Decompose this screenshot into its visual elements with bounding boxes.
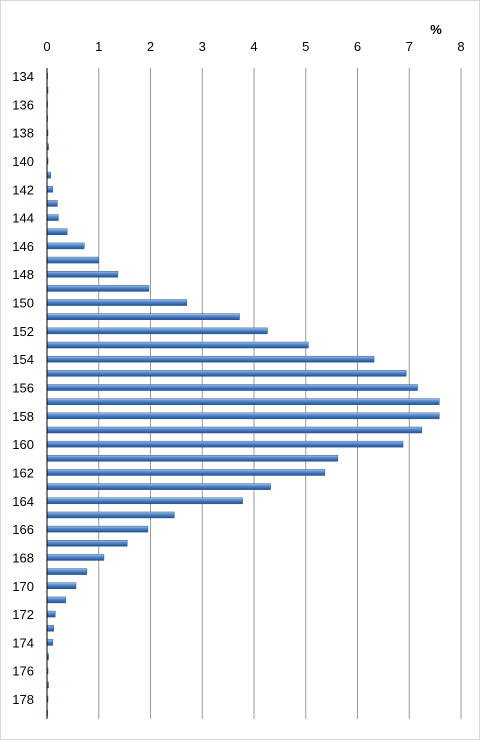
bar (46, 440, 404, 448)
y-tick-label: 156 (12, 381, 34, 396)
bar (46, 582, 77, 590)
y-tick-label: 160 (12, 437, 34, 452)
y-tick-label: 154 (12, 352, 34, 367)
bar (46, 171, 51, 179)
unit-label: % (430, 22, 442, 37)
y-tick-label: 172 (12, 607, 34, 622)
bar (46, 370, 407, 377)
bar (46, 398, 440, 405)
x-tick-label: 8 (457, 39, 464, 54)
bar (46, 455, 339, 462)
x-tick-label: 7 (406, 39, 413, 54)
bar (46, 327, 268, 335)
y-tick-label: 138 (12, 126, 34, 141)
bars (46, 72, 440, 717)
bar (46, 483, 271, 490)
y-tick-label: 150 (12, 296, 34, 311)
bar (46, 186, 53, 193)
bar (46, 525, 149, 533)
bar (46, 256, 99, 264)
y-tick-label: 152 (12, 324, 34, 339)
bar (46, 285, 150, 292)
bar (46, 355, 375, 363)
x-tick-label: 3 (199, 39, 206, 54)
bar (46, 228, 68, 236)
y-tick-label: 140 (12, 154, 34, 169)
y-tick-label: 158 (12, 409, 34, 424)
y-tick-label: 176 (12, 664, 34, 679)
y-tick-label: 162 (12, 465, 34, 480)
y-tick-label: 148 (12, 267, 34, 282)
bar (46, 511, 175, 519)
bar (46, 242, 85, 250)
x-tick-label: 6 (354, 39, 361, 54)
bar (46, 469, 326, 476)
y-tick-label: 168 (12, 550, 34, 565)
y-tick-label: 144 (12, 211, 34, 226)
bar (46, 540, 128, 547)
bar (46, 313, 240, 320)
x-tick-label: 2 (147, 39, 154, 54)
y-tick-label: 166 (12, 522, 34, 537)
bar (46, 270, 119, 278)
bar (46, 596, 66, 604)
bar (46, 426, 422, 434)
bar (46, 384, 418, 391)
y-tick-label: 170 (12, 579, 34, 594)
x-axis-ticks: 0 1 2 3 4 5 6 7 8 (43, 39, 464, 54)
y-axis-ticks: 134 136 138 140 142 144 146 148 150 152 154 156 158 1… (12, 69, 34, 707)
bar (46, 341, 309, 349)
bar (46, 610, 56, 618)
bar (46, 412, 440, 420)
bar (46, 299, 187, 306)
bar (46, 554, 105, 561)
y-tick-label: 136 (12, 97, 34, 112)
bar (46, 568, 88, 575)
bar (46, 497, 243, 505)
x-tick-label: 5 (302, 39, 309, 54)
y-tick-label: 178 (12, 692, 34, 707)
x-tick-label: 0 (43, 39, 50, 54)
bar (46, 624, 54, 632)
y-tick-label: 174 (12, 635, 34, 650)
y-tick-label: 142 (12, 182, 34, 197)
x-tick-label: 1 (95, 39, 102, 54)
bar (46, 639, 53, 646)
bar (46, 200, 58, 207)
y-tick-label: 164 (12, 494, 34, 509)
x-tick-label: 4 (250, 39, 257, 54)
bar (46, 214, 59, 221)
y-tick-label: 134 (12, 69, 34, 84)
y-tick-label: 146 (12, 239, 34, 254)
gridlines (98, 68, 462, 719)
